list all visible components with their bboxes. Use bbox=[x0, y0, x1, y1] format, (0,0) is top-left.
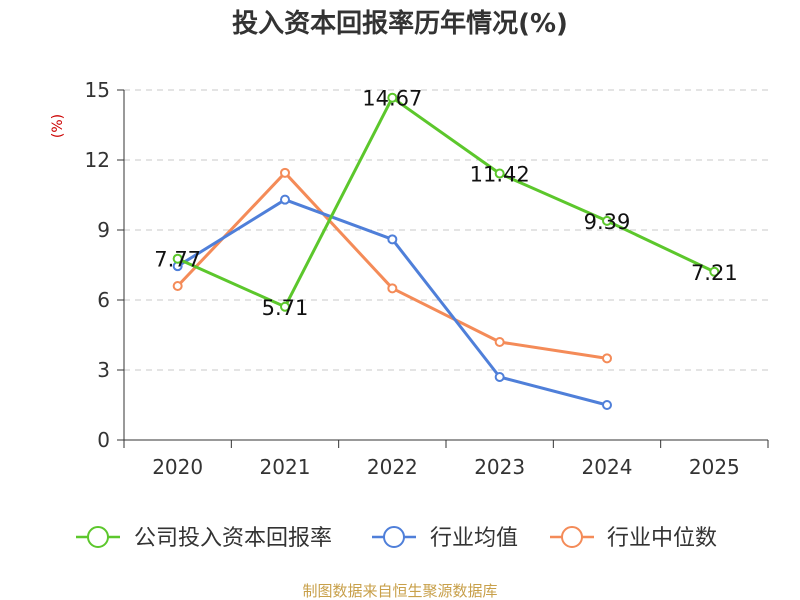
data-point bbox=[387, 283, 398, 294]
data-point bbox=[280, 301, 290, 312]
legend-marker bbox=[383, 526, 405, 548]
y-axis-label: (%) bbox=[50, 114, 66, 138]
series-0 bbox=[172, 92, 720, 312]
series-line-0 bbox=[177, 96, 715, 309]
y-tick-label-6: 6 bbox=[97, 288, 110, 312]
data-point bbox=[172, 253, 183, 264]
y-tick-label-12: 12 bbox=[85, 148, 110, 172]
data-point bbox=[280, 167, 290, 178]
axes: 0 3 6 9 12 15 2020 2021 2022 2023 2024 2025 bbox=[85, 78, 769, 479]
data-point bbox=[280, 194, 290, 205]
y-tick-label-3: 3 bbox=[97, 358, 110, 382]
data-label-2021: 5.71 bbox=[262, 296, 309, 320]
series-1 bbox=[172, 194, 612, 410]
data-point bbox=[709, 266, 720, 277]
x-tick-label-2021: 2021 bbox=[260, 455, 311, 479]
legend: 公司投入资本回报率 行业均值 行业中位数 bbox=[76, 526, 717, 551]
source-note: 制图数据来自恒生聚源数据库 bbox=[302, 582, 497, 600]
x-tick-label-2020: 2020 bbox=[152, 455, 203, 479]
x-tick-label-2024: 2024 bbox=[582, 455, 633, 479]
data-point bbox=[387, 234, 398, 245]
series bbox=[172, 92, 720, 410]
data-point bbox=[172, 281, 183, 291]
x-tick-label-2025: 2025 bbox=[689, 455, 740, 479]
legend-item-0[interactable]: 公司投入资本回报率 bbox=[76, 526, 332, 551]
x-tick-label-2022: 2022 bbox=[367, 455, 418, 479]
legend-marker bbox=[87, 526, 109, 548]
series-2 bbox=[172, 167, 612, 364]
data-point bbox=[602, 400, 612, 410]
series-line-2 bbox=[176, 171, 608, 360]
legend-label: 行业中位数 bbox=[607, 526, 717, 551]
data-point bbox=[602, 215, 612, 226]
y-tick-label-15: 15 bbox=[85, 78, 110, 102]
gridlines bbox=[124, 89, 768, 371]
data-label-2023: 11.42 bbox=[470, 163, 530, 187]
data-label-2024: 9.39 bbox=[584, 210, 631, 234]
data-point bbox=[494, 372, 505, 382]
chart-title: 投入资本回报率历年情况(%) bbox=[232, 8, 568, 39]
data-labels: 7.77 5.71 14.67 11.42 9.39 7.21 bbox=[154, 87, 737, 320]
data-label-2022: 14.67 bbox=[362, 87, 422, 111]
x-tick-label-2023: 2023 bbox=[474, 455, 525, 479]
legend-label: 行业均值 bbox=[430, 526, 518, 551]
data-point bbox=[494, 337, 505, 347]
legend-item-2[interactable]: 行业中位数 bbox=[550, 526, 717, 551]
data-point bbox=[494, 168, 505, 179]
data-label-2025: 7.21 bbox=[691, 261, 738, 285]
y-tick-label-9: 9 bbox=[97, 218, 110, 242]
legend-label: 公司投入资本回报率 bbox=[134, 526, 332, 551]
data-point bbox=[602, 353, 612, 364]
data-point bbox=[387, 92, 398, 103]
legend-marker bbox=[561, 526, 583, 548]
legend-item-1[interactable]: 行业均值 bbox=[372, 526, 518, 551]
data-label-2020: 7.77 bbox=[154, 248, 201, 272]
y-tick-label-0: 0 bbox=[97, 428, 110, 452]
